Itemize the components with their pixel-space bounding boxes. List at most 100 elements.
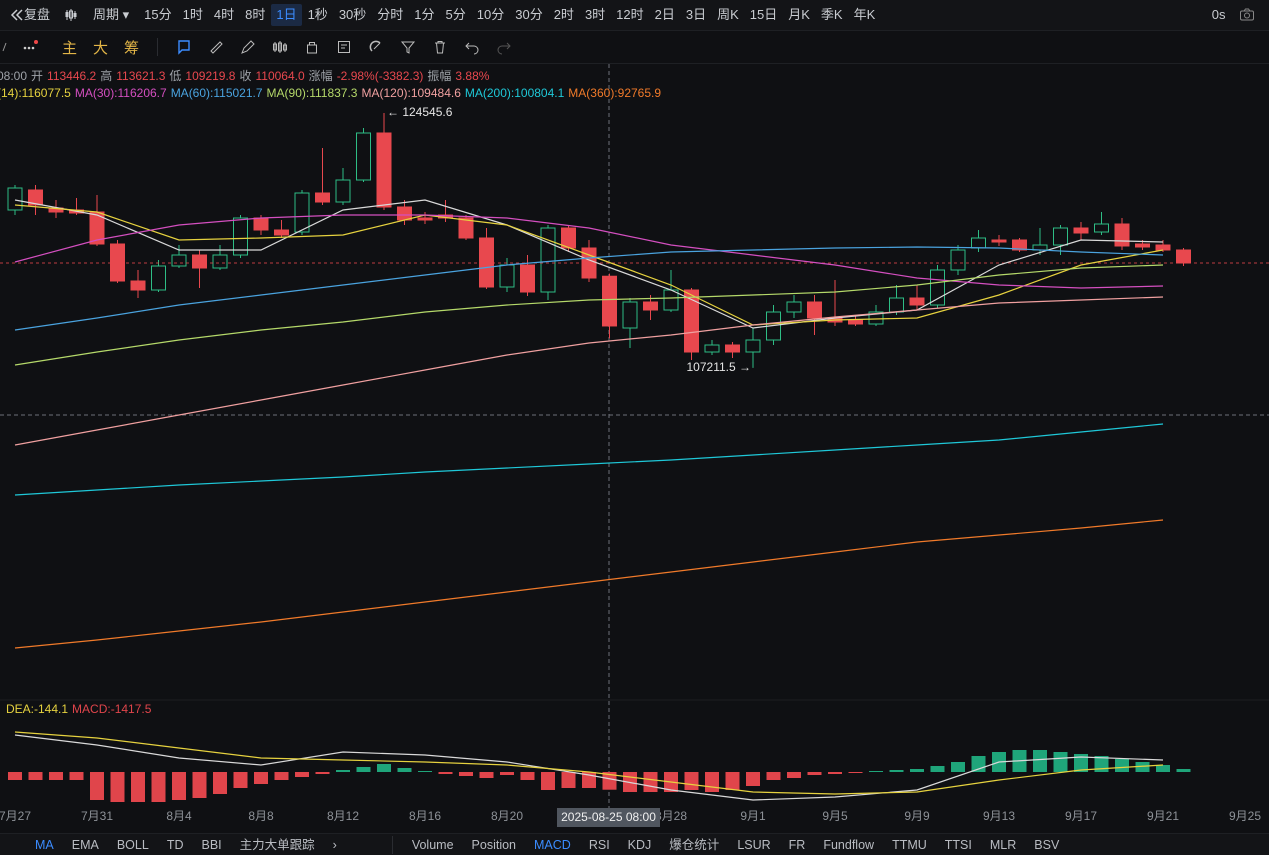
indicator-tab[interactable]: BOLL <box>116 837 149 852</box>
indicator-tab[interactable]: TD <box>166 837 184 852</box>
interval-button[interactable]: 30秒 <box>338 7 367 22</box>
interval-button[interactable]: 3时 <box>584 7 606 22</box>
select-tool[interactable] <box>168 37 200 57</box>
indicator-tab[interactable]: MLR <box>989 837 1017 852</box>
interval-button[interactable]: 4时 <box>213 7 235 22</box>
indicator-switches: 主大筹 <box>54 37 147 58</box>
x-tick-label: 8月12 <box>327 809 359 823</box>
ruler-tool[interactable] <box>200 37 232 57</box>
indicator-tab[interactable]: MACD <box>534 837 571 852</box>
indicator-tab[interactable]: LSUR <box>737 837 771 852</box>
macd-bar <box>828 772 842 774</box>
macd-bar <box>418 771 432 772</box>
period-dropdown[interactable]: 周期 ▾ <box>93 7 130 22</box>
legend-entry: MA(120):109484.6 <box>361 86 461 100</box>
indicator-tab[interactable]: MA <box>35 837 54 852</box>
candle-body <box>499 264 515 288</box>
macd-bar <box>295 772 309 777</box>
candle-body <box>376 132 392 208</box>
info-label: 收 <box>239 69 252 83</box>
indicator-tab[interactable]: Volume <box>411 837 454 852</box>
snapshot-button[interactable] <box>1231 5 1263 25</box>
more-button[interactable] <box>14 37 46 57</box>
interval-button[interactable]: 10分 <box>476 7 505 22</box>
interval-button[interactable]: 2日 <box>654 7 675 22</box>
indicator-line <box>14 214 1164 289</box>
indicator-tab[interactable]: TTMU <box>892 837 927 852</box>
interval-button[interactable]: 1分 <box>414 7 435 22</box>
interval-button[interactable]: 15日 <box>749 7 778 22</box>
interval-button[interactable]: 5分 <box>445 7 466 22</box>
interval-button[interactable]: 季K <box>820 7 843 22</box>
info-value: 110064.0 <box>255 69 305 83</box>
indicator-tab[interactable]: 爆仓统计 <box>669 837 720 852</box>
interval-button[interactable]: 3日 <box>685 7 707 22</box>
candle-body <box>1073 227 1089 234</box>
macd-bar <box>213 772 227 794</box>
indicator-tab[interactable]: BSV <box>1034 837 1060 852</box>
note-tool[interactable] <box>328 37 360 57</box>
more-icon <box>23 40 38 50</box>
indicator-tab[interactable]: 主力大单跟踪 <box>239 837 315 852</box>
chart-type-button[interactable] <box>56 5 88 25</box>
interval-button[interactable]: 月K <box>788 7 810 22</box>
filter-tool[interactable] <box>392 37 424 57</box>
lock-tool[interactable] <box>296 37 328 57</box>
timer: 0s <box>1211 7 1226 22</box>
indicator-tab[interactable]: Fundflow <box>823 837 875 852</box>
interval-button[interactable]: 分时 <box>377 7 404 22</box>
x-tick-label: 8月16 <box>409 809 441 823</box>
candle-body <box>663 289 679 311</box>
delete-tool[interactable] <box>424 37 456 57</box>
interval-button[interactable]: 8时 <box>245 7 266 22</box>
interval-button[interactable]: 1秒 <box>307 7 328 22</box>
macd-bar <box>869 771 883 772</box>
legend-entry: MA(60):115021.7 <box>170 86 263 100</box>
x-tick-label: 8月20 <box>491 809 523 823</box>
info-value: 109219.8 <box>185 69 236 83</box>
candle-body <box>1155 244 1171 251</box>
candle-body <box>212 254 228 269</box>
macd-bar <box>746 772 760 786</box>
interval-button[interactable]: 30分 <box>515 7 543 22</box>
candle-body <box>561 227 576 249</box>
indicator-switch[interactable]: 大 <box>93 39 109 57</box>
macd-bar <box>848 772 863 773</box>
indicator-tab[interactable]: RSI <box>588 837 610 852</box>
candle-tool[interactable] <box>264 37 296 57</box>
indicator-switch[interactable]: 主 <box>62 39 78 57</box>
candle-body <box>356 132 371 181</box>
candle-body <box>1012 239 1027 251</box>
indicator-tab[interactable]: KDJ <box>627 837 652 852</box>
main-indicator-tabs: MA EMA BOLL TD BBI 主力大单跟踪 <box>0 834 324 855</box>
interval-button[interactable]: 1日 <box>270 4 303 26</box>
x-tick-label: 9月9 <box>904 809 930 823</box>
edge-mark <box>2 42 7 52</box>
candle-body <box>745 339 761 353</box>
interval-button[interactable]: 周K <box>717 7 739 22</box>
interval-button[interactable]: 12时 <box>616 7 644 22</box>
indicator-tab[interactable]: TTSI <box>944 837 972 852</box>
tabs-more[interactable]: › <box>332 837 337 852</box>
macd-bar <box>602 772 617 790</box>
candle-body <box>294 192 310 233</box>
interval-button[interactable]: 2时 <box>553 7 574 22</box>
interval-button[interactable]: 年K <box>853 7 876 22</box>
magnet-tool[interactable] <box>360 37 392 57</box>
indicator-switch[interactable]: 筹 <box>124 39 140 57</box>
pen-tool[interactable] <box>232 37 264 57</box>
indicator-tab[interactable]: BBI <box>201 837 222 852</box>
macd-bar <box>787 772 801 778</box>
redo-button[interactable] <box>488 37 520 57</box>
candle-body <box>725 344 740 353</box>
undo-button[interactable] <box>456 37 488 57</box>
select-icon <box>178 40 190 55</box>
indicator-tab[interactable]: FR <box>788 837 806 852</box>
interval-button[interactable]: 15分 <box>144 7 172 22</box>
macd-bar <box>151 772 166 802</box>
x-tick-label: 9月25 <box>1229 809 1261 823</box>
replay-button[interactable]: 复盘 <box>0 4 56 26</box>
indicator-tab[interactable]: EMA <box>71 837 99 852</box>
interval-button[interactable]: 1时 <box>182 7 203 22</box>
indicator-tab[interactable]: Position <box>471 837 517 852</box>
